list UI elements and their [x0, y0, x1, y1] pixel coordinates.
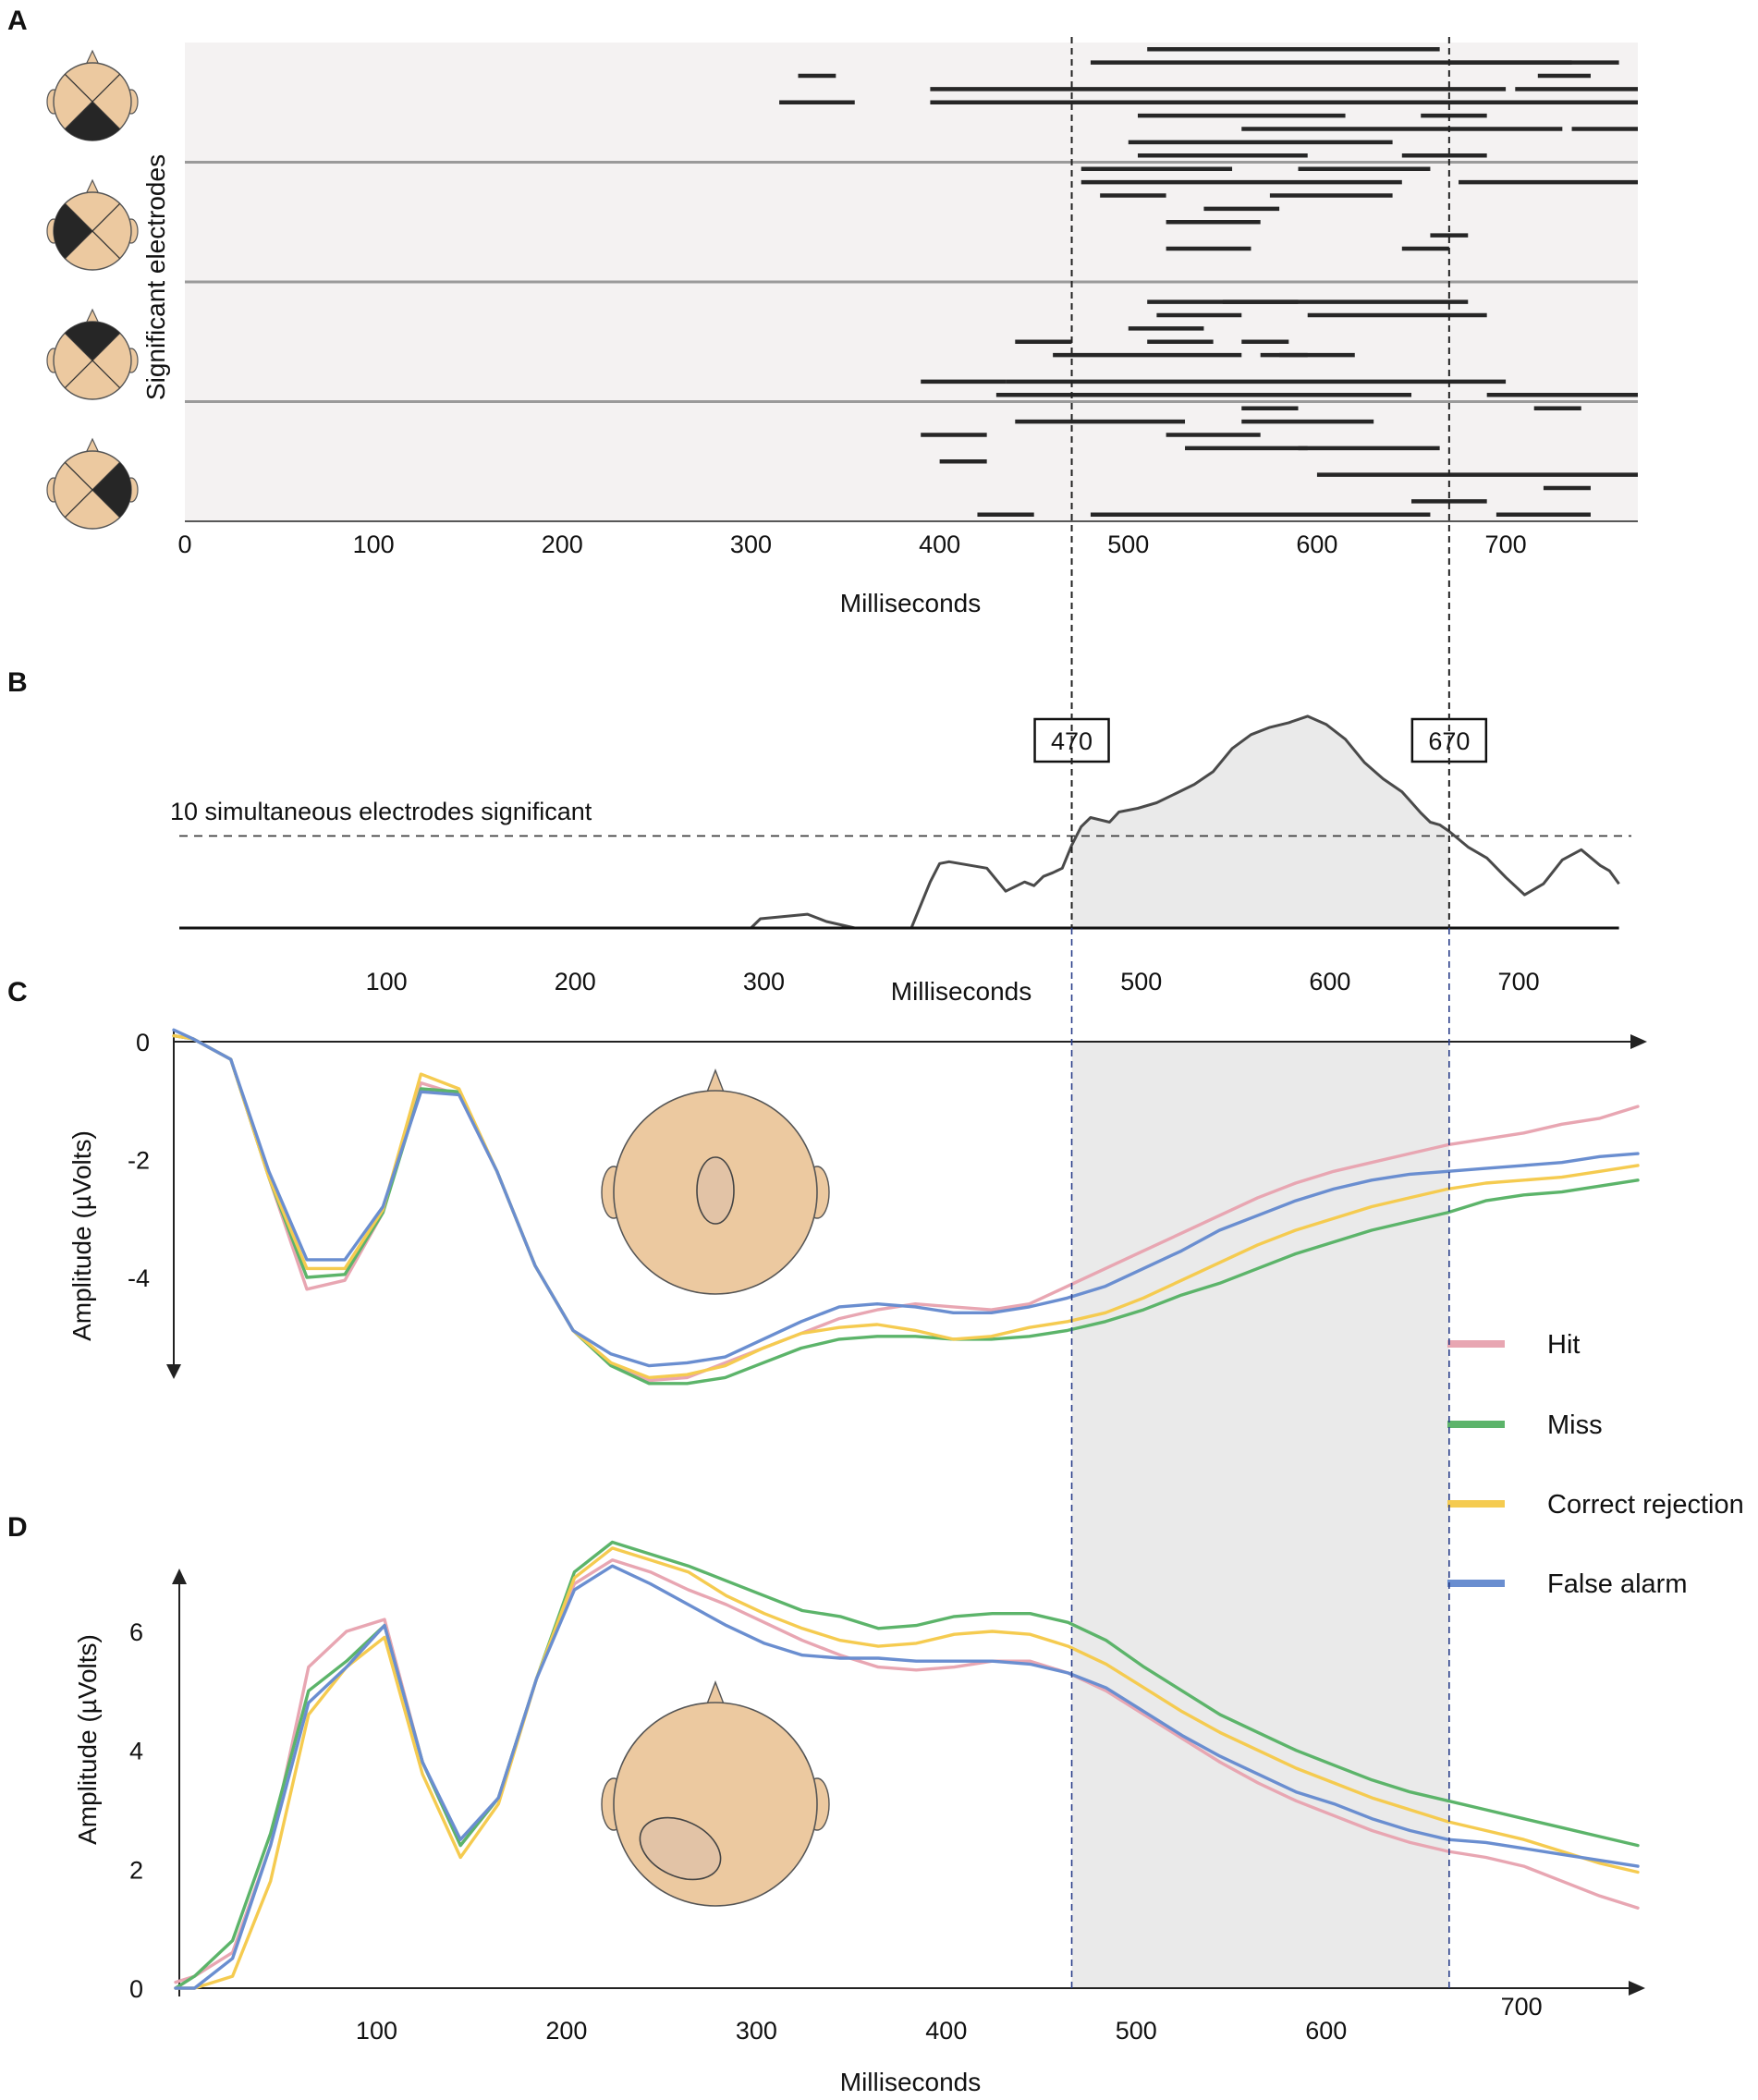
head-group [601, 1680, 830, 1907]
head-cross-line [64, 202, 121, 260]
panel-d-x-tick: 600 [1305, 2017, 1347, 2045]
head-cross-line [64, 332, 121, 389]
panel-d-y-arrow-icon [172, 1569, 187, 1584]
legend-false-alarm-label: False alarm [1547, 1569, 1688, 1599]
panel-b-x-axis-title: Milliseconds [891, 977, 1032, 1006]
head-quadrant-right-icon [46, 437, 139, 530]
electrode-raster [779, 46, 1638, 518]
panel-a-x-tick: 300 [730, 531, 772, 558]
panel-d-x-tick: 400 [925, 2017, 967, 2045]
left-posterior-head-icon [601, 1680, 830, 1907]
head-quadrant-left-icon [46, 178, 139, 271]
panel-a-x-tick: 100 [353, 531, 395, 558]
panel-b-x-tick: 300 [743, 968, 785, 995]
panel-d-x-arrow-icon [1629, 1981, 1645, 1996]
panel-b-x-tick: 200 [555, 968, 596, 995]
region-head-icons [46, 49, 139, 530]
head-quadrant-fill [65, 102, 120, 140]
panel-c-line-correct-rejection [172, 1033, 1640, 1380]
legend-hit-label: Hit [1547, 1330, 1580, 1360]
panel-d-x-tick: 100 [356, 2017, 397, 2045]
panel-d-line-false-alarm [174, 1564, 1640, 1990]
panel-b-window-area [1071, 715, 1449, 928]
panel-b-x-tick: 500 [1120, 968, 1162, 995]
threshold-label: 10 simultaneous electrodes significant [170, 798, 592, 825]
panel-d-x-tick: 300 [736, 2017, 777, 2045]
head-quadrant-fill [65, 322, 120, 360]
panel-d-x-axis-title: Milliseconds [840, 2068, 982, 2096]
panel-c-x-arrow-icon [1630, 1034, 1647, 1049]
panel-b-label: B [7, 667, 28, 698]
panel-b-x-tick: 700 [1498, 968, 1540, 995]
panel-d-axes [172, 1569, 1645, 1996]
panel-d-x-tick: 200 [545, 2017, 587, 2045]
panel-d-erp-lines [174, 1540, 1640, 1990]
head-quadrant-fill [92, 462, 132, 518]
panel-a-x-ticks: 0 100 200 300 400 500 600 700 [177, 531, 1526, 558]
panel-c-y-tick: -4 [128, 1264, 150, 1292]
head-outline [613, 1702, 818, 1907]
panel-d-y-ticks: 6 4 2 0 [129, 1618, 143, 2003]
panel-d-label: D [7, 1512, 28, 1543]
legend-miss-label: Miss [1547, 1410, 1603, 1440]
panel-c: C 0 -2 -4 Amplitude (µVolts) [7, 977, 1647, 1386]
head-quadrant-top-icon [46, 308, 139, 400]
panel-b-x-tick: 600 [1309, 968, 1350, 995]
panel-c-label: C [7, 977, 28, 1007]
electrode-region [696, 1156, 735, 1225]
window-shade-rect [1071, 1042, 1449, 1988]
head-group [601, 1068, 830, 1295]
panel-c-y-tick: -2 [128, 1147, 150, 1175]
panel-d-x-ticks: 100 200 300 400 500 600 700 [356, 1993, 1543, 2045]
panel-a-x-tick: 400 [919, 531, 960, 558]
panel-a-x-tick: 500 [1107, 531, 1149, 558]
panel-c-line-false-alarm [172, 1028, 1640, 1368]
panel-d-line-correct-rejection [174, 1546, 1640, 1990]
significant-count-line [185, 714, 1620, 930]
panel-a-region-dividers [185, 161, 1638, 403]
legend-correct-rejection-label: Correct rejection [1547, 1490, 1744, 1520]
panel-d-y-tick: 4 [129, 1738, 143, 1765]
central-electrode-head-icon [601, 1068, 830, 1295]
panel-d-x-tick: 700 [1501, 1993, 1543, 2021]
panel-d: D 6 4 2 0 100 200 300 400 500 600 700 Amplitude (… [7, 1512, 1645, 2096]
panel-a-x-axis-title: Milliseconds [840, 589, 982, 617]
panel-c-y-arrow-icon [166, 1364, 181, 1379]
panel-a-label: A [7, 6, 28, 36]
panel-a-x-tick: 600 [1296, 531, 1337, 558]
panel-d-y-tick: 0 [129, 1975, 143, 2003]
panel-d-y-tick: 2 [129, 1856, 143, 1884]
legend: Hit Miss Correct rejection False alarm [1447, 1330, 1744, 1599]
head-quadrant-bottom-icon [46, 49, 139, 141]
panel-d-y-tick: 6 [129, 1618, 143, 1646]
significance-window-shade [1071, 1042, 1449, 1988]
panel-c-erp-lines [172, 1028, 1640, 1386]
panel-b-x-ticks: 100 200 300 500 600 700 [366, 968, 1540, 995]
panel-a-x-tick: 200 [542, 531, 583, 558]
head-cross-line [64, 461, 121, 519]
electrode-region [639, 1816, 722, 1881]
panel-b: B 10 simultaneous electrodes significant… [7, 667, 1631, 1006]
panel-a: A 0 100 200 300 400 500 600 700 Milliseconds Si… [7, 6, 1638, 617]
panel-d-x-tick: 500 [1116, 2017, 1157, 2045]
panel-b-x-tick: 100 [366, 968, 408, 995]
panel-d-y-axis-title: Amplitude (µVolts) [73, 1634, 102, 1845]
panel-c-y-axis-title: Amplitude (µVolts) [67, 1130, 96, 1341]
head-cross-line [64, 73, 121, 130]
panel-c-y-ticks: 0 -2 -4 [128, 1029, 150, 1292]
panel-a-x-tick: 0 [177, 531, 191, 558]
panel-a-x-tick: 700 [1485, 531, 1527, 558]
window-dashed-lines [1070, 37, 1450, 1988]
panel-c-y-tick: 0 [136, 1029, 150, 1056]
head-quadrant-fill [54, 203, 92, 259]
panel-a-y-axis-title: Significant electrodes [141, 154, 170, 400]
panel-c-axes [166, 1031, 1647, 1379]
